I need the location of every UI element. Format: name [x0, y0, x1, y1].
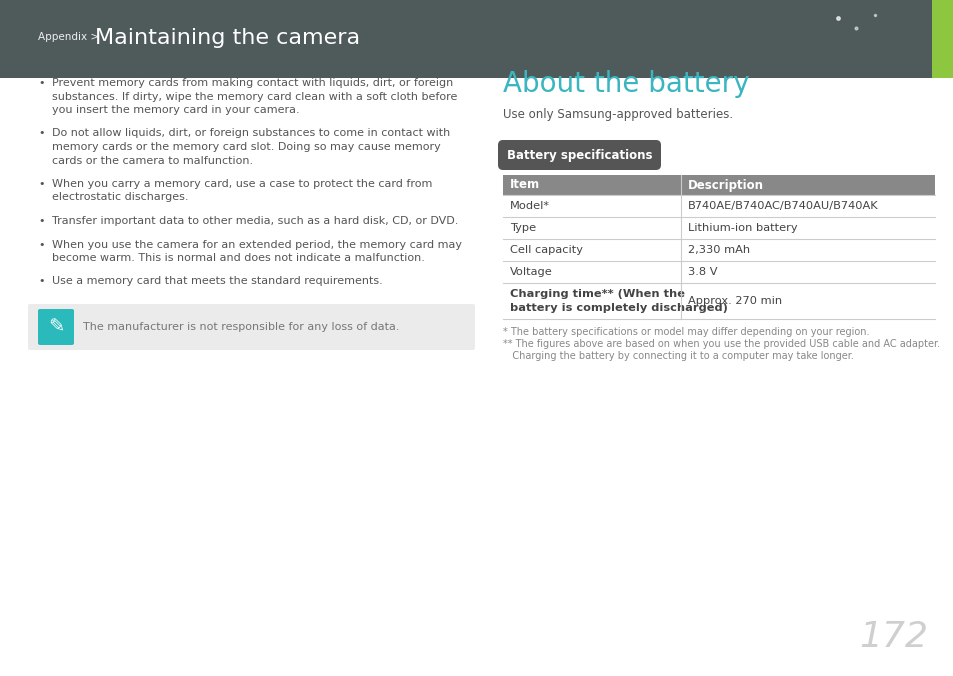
Text: •: •	[38, 128, 45, 139]
Bar	[502, 239, 934, 261]
Text: memory cards or the memory card slot. Doing so may cause memory: memory cards or the memory card slot. Do…	[52, 142, 440, 152]
Text: Lithium-ion battery: Lithium-ion battery	[687, 223, 797, 233]
Text: •: •	[38, 179, 45, 189]
Text: •: •	[38, 78, 45, 88]
Text: cards or the camera to malfunction.: cards or the camera to malfunction.	[52, 155, 253, 166]
Text: Type: Type	[510, 223, 536, 233]
Text: Use a memory card that meets the standard requirements.: Use a memory card that meets the standar…	[52, 276, 382, 287]
FancyBboxPatch shape	[38, 309, 74, 345]
FancyBboxPatch shape	[497, 140, 660, 170]
Text: Prevent memory cards from making contact with liquids, dirt, or foreign: Prevent memory cards from making contact…	[52, 78, 453, 88]
Bar	[502, 283, 934, 319]
Text: •: •	[38, 216, 45, 226]
Text: About the battery: About the battery	[502, 70, 749, 98]
Text: 2,330 mAh: 2,330 mAh	[687, 245, 749, 255]
Text: 172: 172	[858, 620, 927, 654]
Text: Description: Description	[687, 178, 763, 191]
Text: Charging the battery by connecting it to a computer may take longer.: Charging the battery by connecting it to…	[502, 351, 853, 361]
Bar	[502, 195, 934, 217]
Text: Battery specifications: Battery specifications	[506, 149, 652, 162]
Text: * The battery specifications or model may differ depending on your region.: * The battery specifications or model ma…	[502, 327, 868, 337]
Text: •: •	[38, 276, 45, 287]
Text: electrostatic discharges.: electrostatic discharges.	[52, 193, 189, 203]
FancyBboxPatch shape	[28, 304, 475, 350]
Text: become warm. This is normal and does not indicate a malfunction.: become warm. This is normal and does not…	[52, 253, 424, 263]
Text: Approx. 270 min: Approx. 270 min	[687, 296, 781, 306]
Text: The manufacturer is not responsible for any loss of data.: The manufacturer is not responsible for …	[83, 322, 399, 332]
Polygon shape	[869, 0, 953, 78]
Text: When you use the camera for an extended period, the memory card may: When you use the camera for an extended …	[52, 239, 461, 249]
Text: battery is completely discharged): battery is completely discharged)	[510, 303, 727, 313]
Text: Maintaining the camera: Maintaining the camera	[95, 28, 359, 48]
Text: 3.8 V: 3.8 V	[687, 267, 717, 277]
Bar	[931, 0, 953, 78]
Bar	[502, 217, 934, 239]
Text: Do not allow liquids, dirt, or foreign substances to come in contact with: Do not allow liquids, dirt, or foreign s…	[52, 128, 450, 139]
Text: •: •	[38, 239, 45, 249]
Text: Charging time** (When the: Charging time** (When the	[510, 289, 684, 299]
Text: Voltage: Voltage	[510, 267, 552, 277]
Text: ** The figures above are based on when you use the provided USB cable and AC ada: ** The figures above are based on when y…	[502, 339, 939, 349]
Text: Appendix >: Appendix >	[38, 32, 99, 42]
Text: you insert the memory card in your camera.: you insert the memory card in your camer…	[52, 105, 299, 115]
Text: Use only Samsung-approved batteries.: Use only Samsung-approved batteries.	[502, 108, 732, 121]
Text: substances. If dirty, wipe the memory card clean with a soft cloth before: substances. If dirty, wipe the memory ca…	[52, 91, 456, 101]
Bar	[0, 0, 953, 78]
Text: ✎: ✎	[48, 318, 64, 337]
Text: When you carry a memory card, use a case to protect the card from: When you carry a memory card, use a case…	[52, 179, 432, 189]
Text: Cell capacity: Cell capacity	[510, 245, 582, 255]
Text: B740AE/B740AC/B740AU/B740AK: B740AE/B740AC/B740AU/B740AK	[687, 201, 878, 211]
Bar	[502, 261, 934, 283]
Polygon shape	[869, 0, 953, 78]
Text: Transfer important data to other media, such as a hard disk, CD, or DVD.: Transfer important data to other media, …	[52, 216, 457, 226]
Text: Item: Item	[510, 178, 539, 191]
Text: Model*: Model*	[510, 201, 550, 211]
Bar	[502, 175, 934, 195]
